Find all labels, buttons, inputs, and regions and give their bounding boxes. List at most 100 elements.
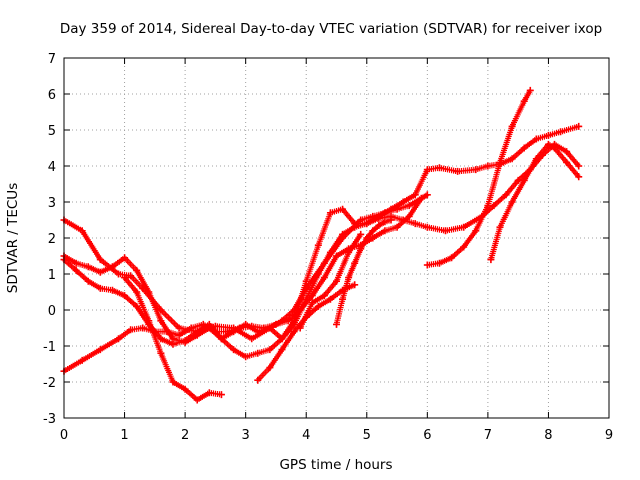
data-point [72, 266, 80, 274]
data-point [217, 335, 225, 343]
data-point [575, 122, 583, 130]
data-point [369, 227, 377, 235]
data-point [393, 223, 401, 231]
data-point [314, 241, 322, 249]
data-point [472, 227, 480, 235]
data-series [60, 86, 583, 404]
y-tick-label: -2 [43, 376, 56, 391]
data-point [520, 144, 528, 152]
data-point [487, 256, 495, 264]
data-point [490, 202, 498, 210]
data-point [508, 155, 516, 163]
y-tick-label: -3 [43, 412, 56, 427]
data-point [369, 234, 377, 242]
data-point [454, 167, 462, 175]
data-point [357, 230, 365, 238]
data-point [314, 302, 322, 310]
y-tick-label: 4 [48, 160, 56, 175]
y-tick-label: 3 [48, 196, 56, 211]
data-point [496, 158, 504, 166]
data-point [333, 320, 340, 328]
chart-title: Day 359 of 2014, Sidereal Day-to-day VTE… [60, 21, 602, 37]
x-tick-label: 7 [484, 428, 492, 443]
data-point [460, 223, 468, 231]
data-point [472, 166, 480, 174]
data-point [351, 259, 359, 267]
data-point [339, 295, 347, 303]
data-point [145, 317, 153, 325]
data-point [242, 353, 250, 361]
data-point [423, 261, 431, 269]
data-point [502, 191, 510, 199]
data-point [145, 288, 153, 296]
data-point [460, 243, 468, 251]
data-point [181, 337, 189, 345]
data-point [260, 324, 268, 332]
data-point [544, 140, 552, 148]
data-point [375, 212, 383, 220]
data-point [411, 191, 419, 199]
data-point [133, 288, 141, 296]
data-point [326, 209, 334, 217]
data-point [290, 328, 298, 336]
data-point [314, 270, 322, 278]
data-point [121, 292, 129, 300]
data-point [84, 277, 92, 285]
data-point [272, 320, 280, 328]
x-tick-label: 8 [544, 428, 552, 443]
data-point [375, 221, 383, 229]
data-point [448, 254, 456, 262]
data-point [236, 324, 244, 332]
data-point [345, 274, 353, 282]
data-point [127, 272, 135, 280]
data-point [532, 135, 540, 143]
data-point [108, 286, 116, 294]
data-point [484, 162, 492, 170]
data-point [423, 191, 431, 199]
data-point [520, 176, 528, 184]
data-point [557, 128, 565, 136]
data-point [96, 268, 104, 276]
series-8 [333, 216, 395, 328]
x-tick-label: 4 [302, 428, 310, 443]
data-point [266, 346, 274, 354]
data-point [496, 223, 504, 231]
data-point [381, 218, 389, 226]
data-point [169, 378, 177, 386]
data-point [351, 223, 359, 231]
x-axis-label: GPS time / hours [279, 457, 392, 473]
data-point [96, 284, 104, 292]
axis-ticks: 0 1 2 3 4 5 6 7 8 9 -3 -2 -1 0 1 2 3 4 5 6 7 [43, 52, 613, 443]
data-point [435, 259, 443, 267]
data-point [423, 166, 431, 174]
data-point [326, 248, 334, 256]
data-point [520, 97, 528, 105]
data-point [417, 194, 425, 202]
series-5 [121, 274, 225, 404]
data-point [381, 227, 389, 235]
x-tick-label: 9 [605, 428, 613, 443]
data-point [72, 259, 80, 267]
data-point [193, 328, 201, 336]
data-point [551, 144, 558, 152]
x-tick-label: 0 [60, 428, 68, 443]
data-point [526, 86, 534, 94]
y-tick-label: 5 [48, 124, 56, 139]
series-9 [423, 86, 534, 269]
data-point [169, 340, 177, 348]
data-point [508, 198, 516, 206]
data-point [175, 331, 183, 339]
data-point [320, 274, 328, 282]
y-tick-label: 1 [48, 268, 56, 283]
data-point [333, 277, 340, 285]
series-10 [487, 140, 583, 264]
data-point [254, 349, 262, 357]
data-point [435, 164, 443, 172]
data-point [78, 227, 86, 235]
data-point [563, 148, 571, 156]
y-axis-label: SDTVAR / TECUs [5, 183, 21, 293]
data-point [333, 252, 340, 260]
data-point [266, 364, 274, 372]
data-point [514, 176, 522, 184]
data-point [248, 335, 256, 343]
